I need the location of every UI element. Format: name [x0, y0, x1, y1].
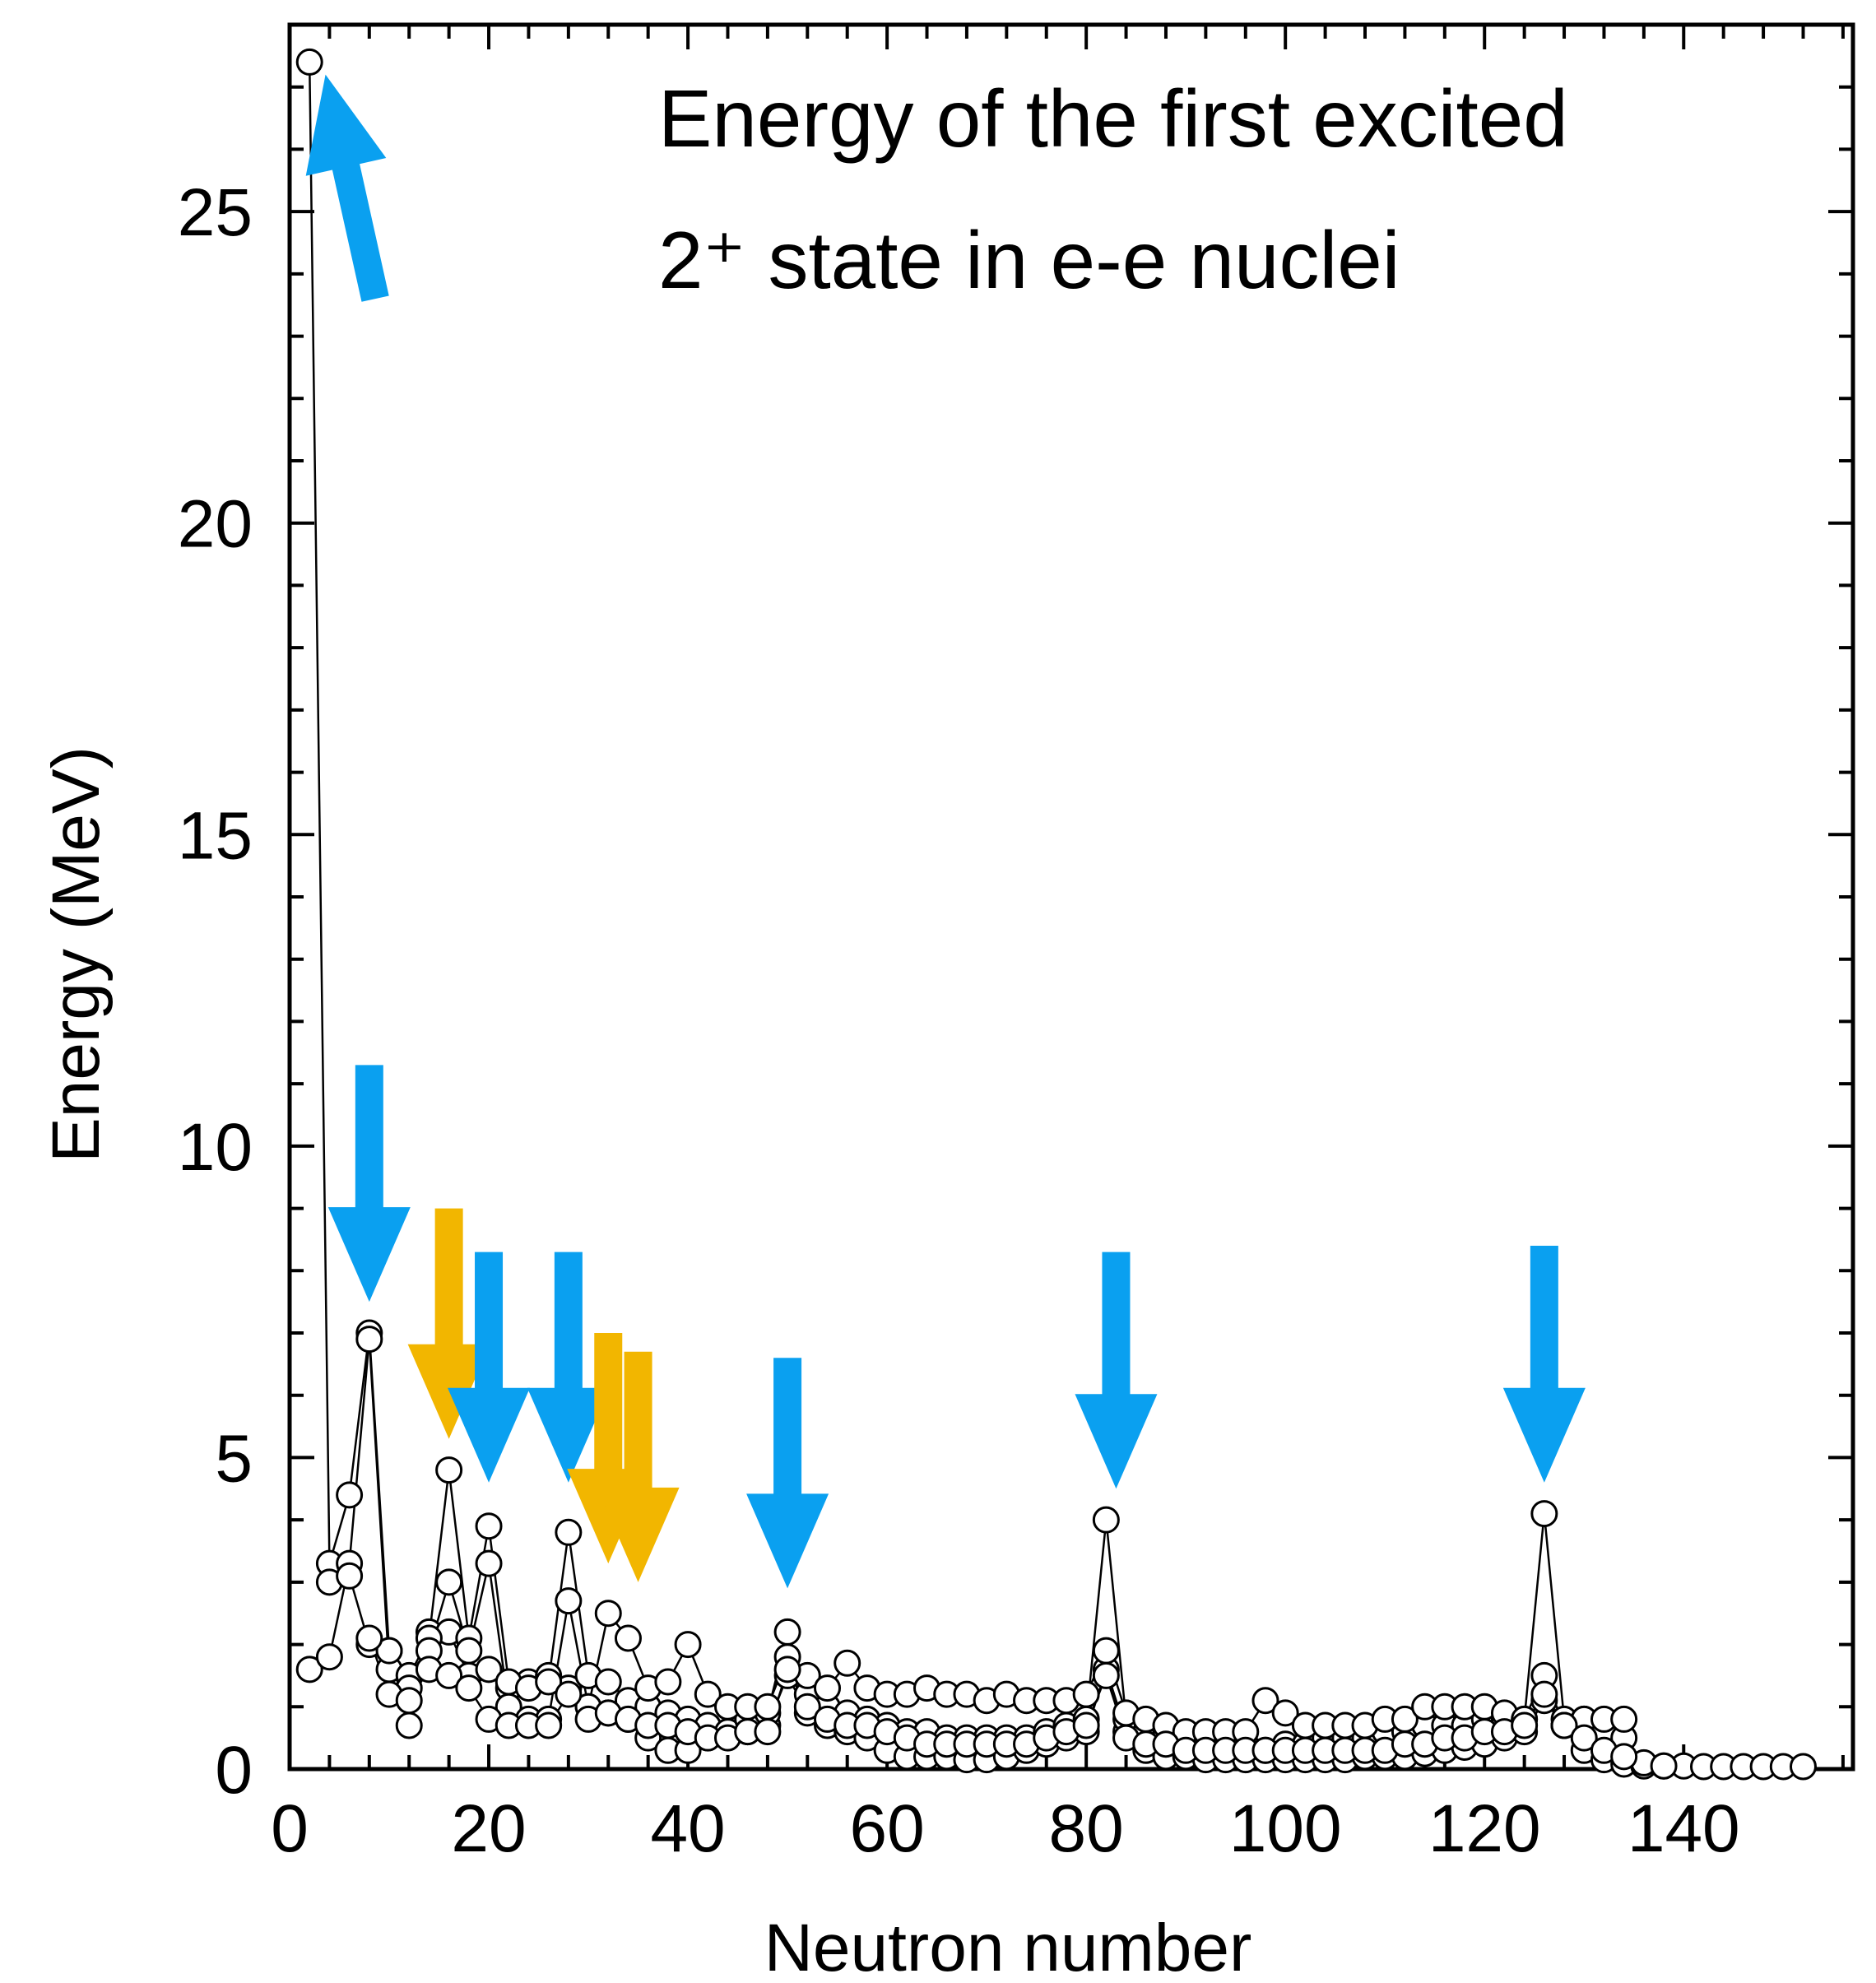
magic-number-arrow — [327, 1065, 411, 1303]
y-tick-label: 10 — [178, 1110, 253, 1185]
data-point — [1092, 1637, 1120, 1665]
data-point — [375, 1637, 403, 1665]
x-tick-label: 0 — [271, 1791, 309, 1866]
magic-number-arrow — [1502, 1246, 1586, 1483]
data-point — [814, 1674, 842, 1702]
data-point — [1530, 1680, 1558, 1708]
data-point — [475, 1512, 503, 1540]
data-point — [355, 1624, 383, 1652]
data-point — [315, 1643, 343, 1671]
data-point — [475, 1656, 503, 1683]
data-point — [435, 1661, 463, 1689]
data-point — [1550, 1711, 1578, 1739]
x-tick-label: 80 — [1049, 1791, 1124, 1866]
data-point — [555, 1518, 583, 1546]
submagic-number-arrow — [597, 1351, 680, 1582]
magic-number-arrow — [448, 1252, 531, 1483]
x-tick-label: 140 — [1628, 1791, 1740, 1866]
data-point — [1072, 1711, 1100, 1739]
x-tick-label: 60 — [850, 1791, 925, 1866]
data-point — [1511, 1711, 1539, 1739]
x-tick-label: 100 — [1229, 1791, 1342, 1866]
data-point — [694, 1680, 722, 1708]
y-tick-label: 15 — [178, 798, 253, 873]
x-tick-label: 120 — [1428, 1791, 1541, 1866]
data-point — [295, 1656, 323, 1683]
submagic-number-arrow — [407, 1208, 490, 1439]
data-point — [1570, 1724, 1598, 1752]
data-point — [773, 1618, 801, 1646]
chart-title-line-2: 2⁺ state in e-e nuclei — [658, 215, 1400, 305]
data-point — [1789, 1753, 1817, 1781]
y-tick-label: 0 — [215, 1733, 253, 1808]
data-point — [793, 1693, 821, 1721]
y-tick-label: 25 — [178, 175, 253, 250]
y-tick-label: 5 — [215, 1421, 253, 1496]
data-point — [1610, 1743, 1638, 1771]
x-tick-label: 20 — [451, 1791, 526, 1866]
data-point — [395, 1687, 423, 1715]
data-point — [455, 1637, 483, 1665]
magic-number-arrow — [1075, 1252, 1158, 1489]
tick-labels: 0 20 40 60 80 100 120 140 0 5 10 15 20 25 — [178, 175, 1740, 1866]
data-point — [336, 1481, 364, 1509]
data-point — [475, 1549, 503, 1577]
y-tick-label: 20 — [178, 487, 253, 562]
data-point — [555, 1587, 583, 1615]
data-point — [355, 1326, 383, 1354]
data-point — [773, 1656, 801, 1683]
data-point — [535, 1711, 563, 1739]
y-axis-label: Energy (MeV) — [39, 746, 114, 1163]
data-point — [395, 1711, 423, 1739]
data-point — [1251, 1687, 1279, 1715]
data-point — [435, 1568, 463, 1596]
data-points — [295, 48, 1817, 1781]
data-point — [674, 1631, 702, 1659]
magic-number-arrow — [746, 1358, 829, 1589]
magic-number-arrow — [527, 1252, 610, 1483]
shell-arrows — [305, 74, 1586, 1589]
data-point — [1610, 1705, 1638, 1733]
x-tick-label: 40 — [650, 1791, 725, 1866]
data-point — [594, 1668, 622, 1696]
data-point — [1092, 1506, 1120, 1534]
data-point — [754, 1693, 782, 1721]
data-point — [455, 1674, 483, 1702]
data-point — [435, 1456, 463, 1484]
data-point — [1092, 1661, 1120, 1689]
x-axis-label: Neutron number — [764, 1911, 1252, 1979]
data-point — [535, 1668, 563, 1696]
data-point — [654, 1668, 682, 1696]
data-point — [555, 1680, 583, 1708]
data-point — [1650, 1752, 1678, 1780]
chart-title-line-1: Energy of the first excited — [658, 73, 1568, 164]
magic-number-arrow — [305, 74, 389, 302]
data-point — [336, 1562, 364, 1590]
data-point — [295, 48, 323, 76]
data-point — [594, 1600, 622, 1628]
data-point — [1530, 1500, 1558, 1528]
data-point — [614, 1624, 642, 1652]
plot-frame — [287, 22, 1855, 1772]
data-point — [754, 1718, 782, 1746]
data-point — [834, 1649, 861, 1677]
data-point — [1271, 1699, 1299, 1727]
data-point — [1072, 1680, 1100, 1708]
